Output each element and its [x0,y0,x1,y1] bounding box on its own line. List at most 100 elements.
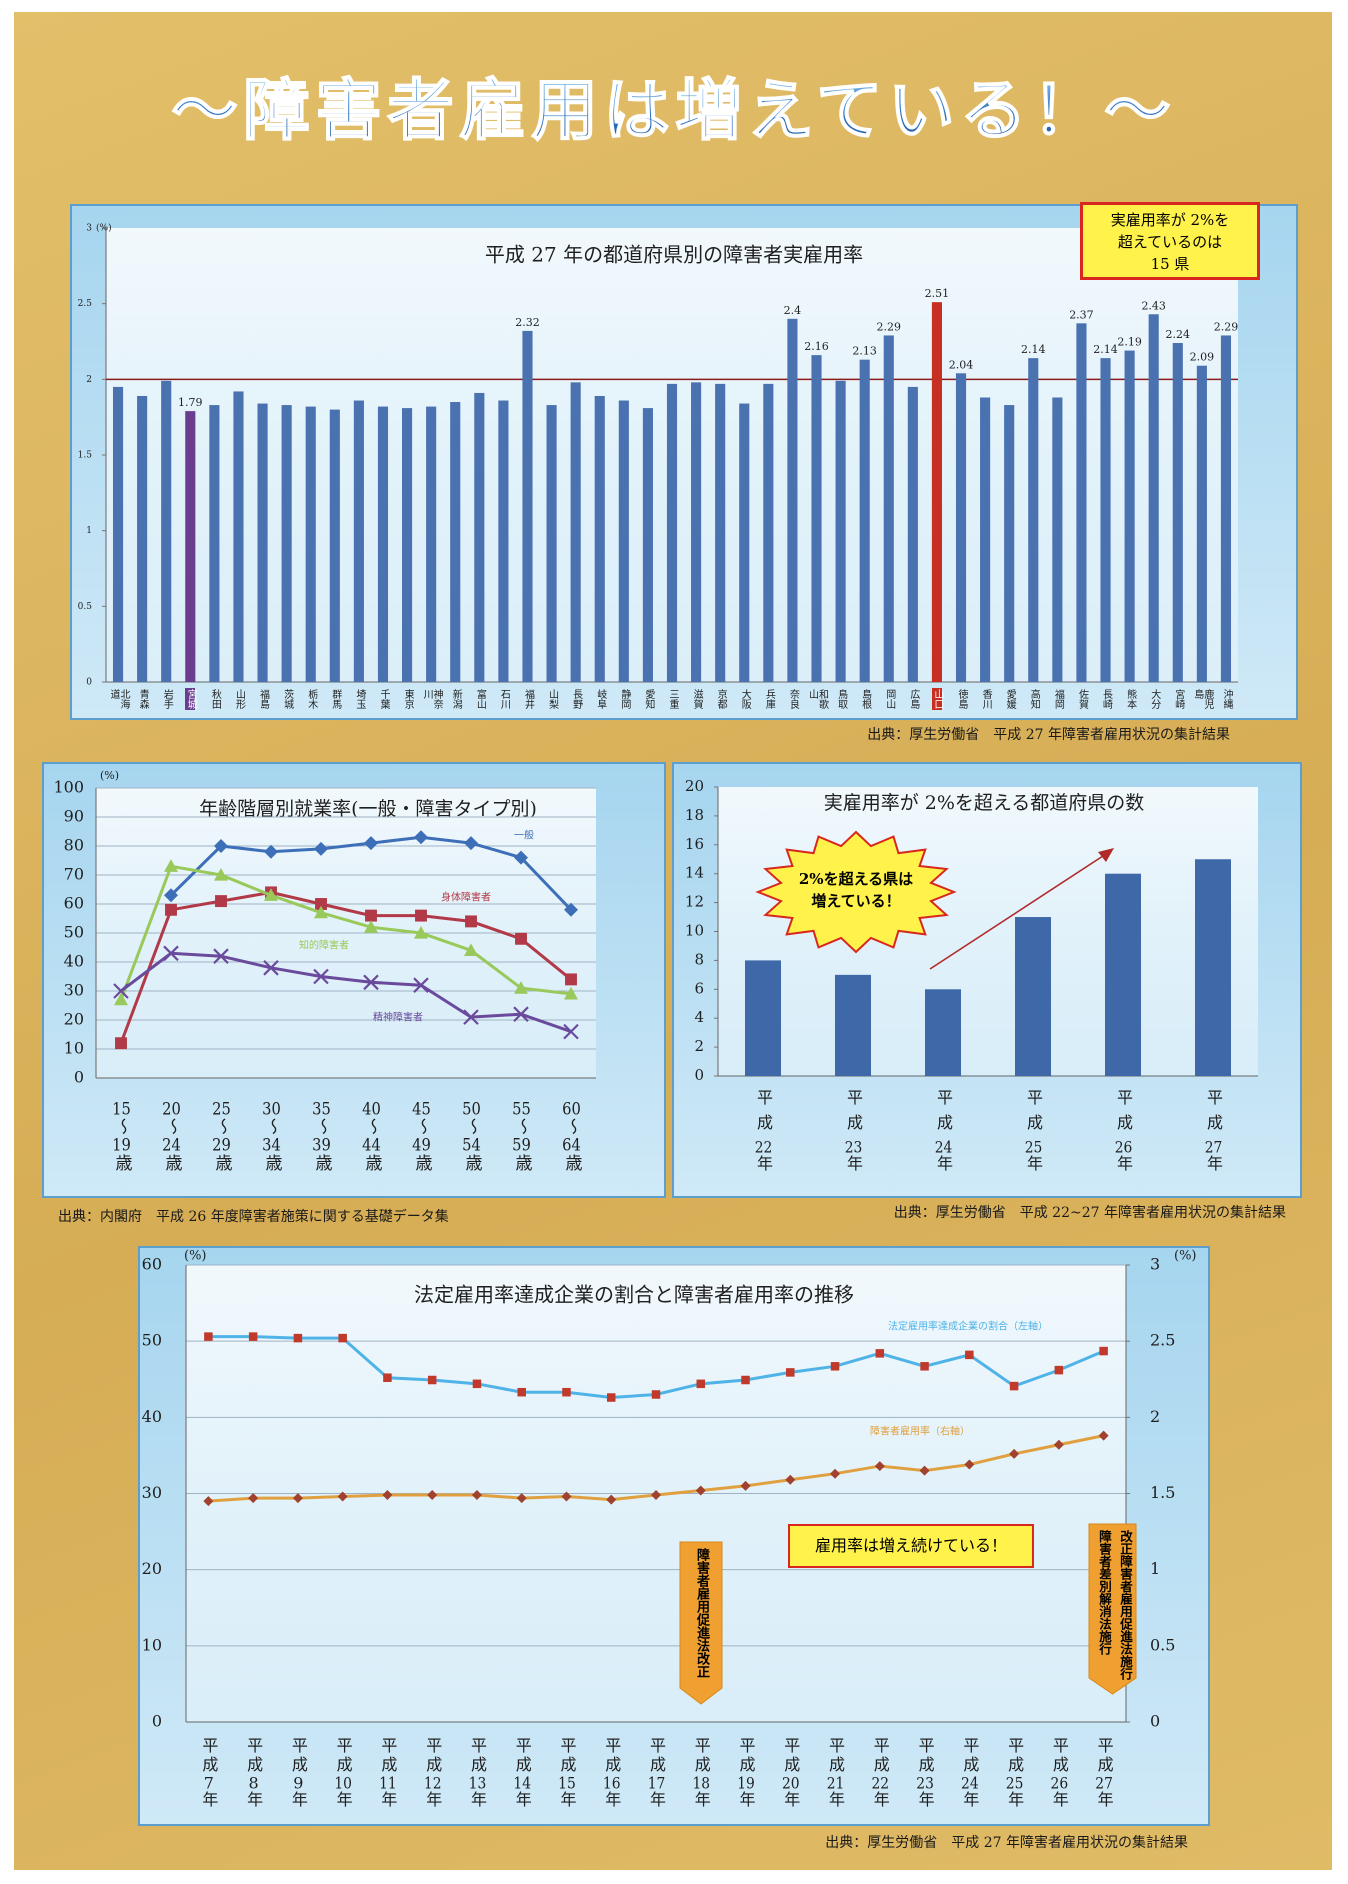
bar [233,391,244,682]
y-tick-label: 60 [142,1255,162,1274]
chart-title: 年齢階層別就業率(一般・障害タイプ別) [199,798,537,820]
bar [931,302,942,682]
y2-tick-label: 2 [1150,1407,1160,1426]
bar [474,392,485,682]
bar [1076,323,1087,682]
x-tick-label: 広島 [907,689,919,709]
marker [564,902,578,917]
y-tick-label: 10 [64,1039,84,1058]
x-tick-label: 平成15年 [557,1737,577,1810]
bar [1196,365,1207,682]
bar [1052,397,1063,682]
y-tick-label: 18 [685,806,704,824]
x-tick-label: 平成20年 [781,1737,801,1810]
bar [377,406,389,682]
x-tick-label: 三重 [667,689,678,709]
marker [514,850,528,865]
annotation: 障害者雇用促進法改正 [694,1548,709,1678]
x-tick-label: 兵庫 [763,689,775,709]
x-tick-label: 鳥取 [835,689,847,709]
annotation: 2%を超える県は 増えている！ [798,870,914,910]
poster: ～障害者雇用は増えている！～ 平成 27 年の都道府県別の障害者実雇用率 0 0.5… [14,12,1332,1870]
marker [515,932,527,945]
marker [165,903,177,916]
y-tick-label: 6 [694,979,704,997]
source: 出典：厚生労働省 平成 27 年障害者雇用状況の集計結果 [825,1835,1188,1851]
marker [115,1037,127,1050]
x-tick-label: 岐阜 [594,689,606,709]
bar [1028,358,1039,682]
marker [338,1333,347,1343]
value-label: 2.14 [1021,343,1046,356]
marker [313,968,329,985]
marker [264,844,278,859]
bar [257,403,268,682]
x-tick-label: 平成22年 [754,1089,773,1180]
value-label: 2.51 [925,287,950,300]
y-unit: (%) [184,1249,207,1264]
y2-tick-label: 1 [1150,1559,1160,1578]
y-tick-label: 50 [64,923,84,942]
x-tick-label: 徳島 [956,689,968,709]
marker [741,1375,750,1385]
y-tick-label: 16 [685,835,704,853]
marker [875,1349,885,1358]
y2-unit: (%) [1174,1249,1197,1264]
y-tick-label: 20 [685,777,704,795]
bar [522,330,533,682]
marker [427,1375,437,1385]
bar [1105,873,1141,1076]
bar [1195,859,1231,1076]
panel: 実雇用率が 2%を超える都道府県の数 0 2 4 6 8 10 12 14 16 18 20 平成22年… [672,762,1302,1198]
x-tick-label: 平成17年 [647,1737,666,1810]
marker [414,926,428,939]
marker [920,1362,929,1371]
x-tick-label: 平成23年 [915,1737,935,1810]
y-tick-label: 10 [685,922,704,940]
y-tick-label: 2 [694,1037,704,1055]
marker [471,1490,482,1501]
x-tick-label: 平成12年 [423,1737,443,1810]
y-tick-label: 30 [142,1483,162,1502]
arrow-head [1098,848,1114,862]
bar [546,405,557,682]
bar [450,402,461,682]
y-tick-label: 2.5 [78,299,93,309]
marker [651,1490,661,1501]
bar [835,380,846,682]
y-tick-label: 100 [53,778,84,797]
bar [715,383,726,682]
x-tick-label: 愛媛 [1004,689,1016,709]
series-label: 法定雇用率達成企業の割合（左軸） [888,1320,1048,1333]
starburst [755,830,957,954]
series-label: 精神障害者 [373,1011,423,1024]
marker [203,1496,214,1507]
marker [248,1332,258,1341]
marker [164,859,178,872]
y-tick-label: 0 [86,678,92,688]
y-tick-label: 4 [694,1008,704,1026]
marker [248,1493,259,1504]
marker [114,992,128,1006]
x-tick-label: 平成27年 [1204,1089,1223,1180]
bar [787,318,798,682]
x-tick-label: 平成16年 [602,1737,622,1810]
bar [1100,358,1111,682]
x-tick-label: 福島 [257,689,269,709]
x-tick-label: 群馬 [329,689,341,709]
y-tick-label: 60 [64,894,84,913]
marker [606,1393,616,1402]
bar [980,397,991,682]
marker [830,1468,841,1479]
marker [213,948,229,964]
x-tick-label: 石川 [498,689,510,709]
x-tick-label: 平成26年 [1114,1089,1133,1180]
y-tick-label: 0 [74,1068,84,1087]
chart-title: 法定雇用率達成企業の割合と障害者雇用率の推移 [414,1283,854,1307]
x-tick-label: 平成25年 [1024,1089,1043,1180]
x-tick-label: 佐賀 [1076,689,1088,709]
y-tick-label: 8 [694,950,704,968]
y-tick-label: 1.5 [78,451,93,461]
x-tick-label: 山梨 [546,689,558,709]
y-unit: (%) [96,223,112,234]
